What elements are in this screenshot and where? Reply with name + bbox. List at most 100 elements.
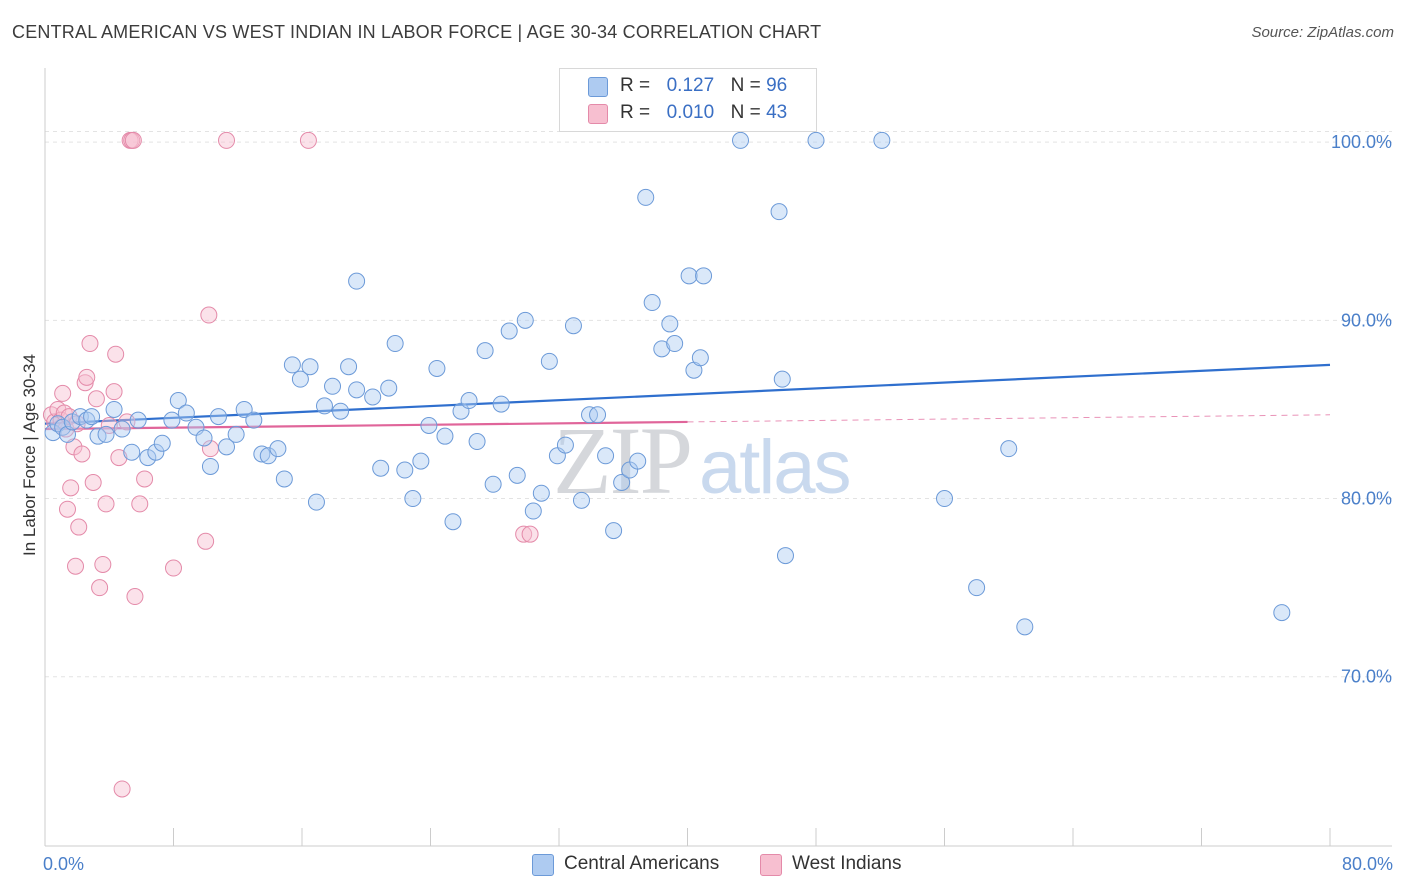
x-tick-label: 80.0% — [1342, 854, 1393, 874]
point-central-americans — [218, 438, 236, 456]
point-central-americans — [540, 352, 558, 370]
point-central-americans — [404, 490, 422, 508]
trend-west-indians — [44, 420, 688, 431]
point-central-americans — [58, 425, 76, 443]
n-value: 43 — [766, 102, 788, 123]
legend-swatch-blue — [532, 854, 554, 876]
point-central-americans — [508, 466, 526, 484]
point-central-americans — [420, 416, 438, 434]
point-west-indians — [136, 470, 154, 488]
point-central-americans — [516, 311, 534, 329]
y-tick-label: 100.0% — [1331, 132, 1392, 152]
point-central-americans — [269, 440, 287, 458]
y-tick-label: 90.0% — [1341, 310, 1392, 330]
point-west-indians — [78, 368, 96, 386]
point-west-indians — [54, 384, 72, 402]
y-tick-label: 80.0% — [1341, 489, 1392, 509]
point-central-americans — [1000, 440, 1018, 458]
point-west-indians — [84, 474, 102, 492]
point-west-indians — [521, 525, 539, 543]
point-central-americans — [564, 317, 582, 335]
point-west-indians — [81, 335, 99, 353]
point-central-americans — [428, 359, 446, 377]
y-tick-label: 70.0% — [1341, 667, 1392, 687]
point-central-americans — [372, 459, 390, 477]
point-west-indians — [113, 780, 131, 798]
point-central-americans — [83, 408, 101, 426]
point-central-americans — [653, 340, 671, 358]
n-value: 96 — [766, 75, 788, 96]
point-central-americans — [147, 443, 165, 461]
point-central-americans — [605, 522, 623, 540]
point-central-americans — [380, 379, 398, 397]
r-label: R = — [620, 75, 651, 96]
point-central-americans — [340, 358, 358, 376]
point-central-americans — [807, 131, 825, 149]
point-central-americans — [637, 188, 655, 206]
point-central-americans — [97, 425, 115, 443]
n-label: N = — [730, 75, 761, 96]
point-west-indians — [165, 559, 182, 577]
point-central-americans — [307, 493, 325, 511]
point-west-indians — [62, 479, 80, 497]
point-central-americans — [245, 411, 263, 429]
chart-title: CENTRAL AMERICAN VS WEST INDIAN IN LABOR… — [12, 22, 822, 42]
point-central-americans — [315, 397, 333, 415]
point-central-americans — [348, 272, 366, 290]
point-west-indians — [218, 131, 236, 149]
point-central-americans — [177, 404, 195, 422]
point-west-indians — [131, 495, 149, 513]
r-value: 0.127 — [666, 75, 715, 96]
point-central-americans — [776, 547, 794, 565]
point-central-americans — [572, 491, 590, 509]
point-central-americans — [227, 425, 245, 443]
point-central-americans — [532, 484, 550, 502]
point-central-americans — [364, 388, 382, 406]
point-central-americans — [968, 579, 986, 597]
point-central-americans — [123, 443, 141, 461]
point-west-indians — [110, 449, 128, 467]
point-central-americans — [291, 370, 309, 388]
n-label: N = — [730, 102, 761, 123]
point-west-indians — [100, 416, 118, 434]
point-central-americans — [1016, 618, 1034, 636]
point-central-americans — [129, 411, 147, 429]
point-central-americans — [201, 457, 219, 475]
r-value: 0.010 — [666, 102, 715, 123]
point-central-americans — [436, 427, 454, 445]
watermark-atlas: atlas — [699, 425, 852, 510]
point-central-americans — [396, 461, 414, 479]
point-central-americans — [589, 406, 607, 424]
point-central-americans — [524, 502, 542, 520]
point-central-americans — [324, 377, 342, 395]
point-central-americans — [444, 513, 462, 531]
point-central-americans — [770, 203, 788, 221]
point-central-americans — [275, 470, 293, 488]
point-west-indians — [91, 579, 109, 597]
point-west-indians — [70, 518, 88, 536]
point-west-indians — [126, 588, 144, 606]
point-central-americans — [691, 349, 709, 367]
point-central-americans — [556, 436, 574, 454]
swatch-blue — [588, 77, 608, 97]
point-west-indians — [107, 345, 125, 363]
point-central-americans — [348, 381, 366, 399]
point-central-americans — [209, 408, 227, 426]
point-central-americans — [597, 447, 615, 465]
point-west-indians — [515, 525, 533, 543]
point-central-americans — [484, 475, 502, 493]
data-points — [42, 131, 1291, 798]
point-west-indians — [97, 495, 115, 513]
point-central-americans — [460, 392, 478, 410]
point-west-indians — [58, 500, 76, 518]
point-central-americans — [500, 322, 518, 340]
point-central-americans — [169, 392, 187, 410]
point-central-americans — [235, 400, 253, 418]
point-central-americans — [253, 445, 271, 463]
point-central-americans — [936, 490, 953, 508]
point-central-americans — [301, 358, 319, 376]
point-central-americans — [332, 402, 350, 420]
point-central-americans — [105, 400, 123, 418]
point-central-americans — [283, 356, 301, 374]
point-central-americans — [873, 131, 891, 149]
